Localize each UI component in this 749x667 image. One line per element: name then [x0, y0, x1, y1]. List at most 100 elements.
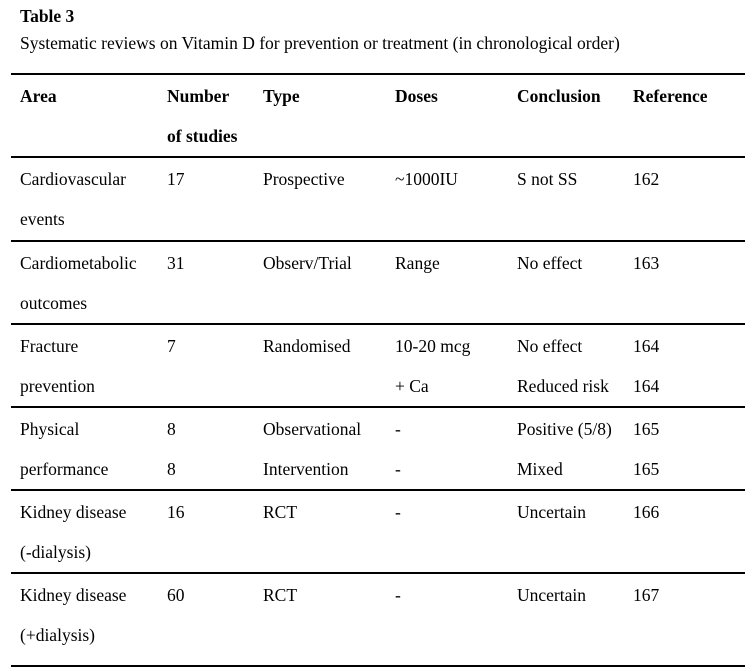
cell-number: 16	[167, 490, 263, 573]
cell-text: Cardiometabolic	[20, 253, 137, 273]
cell-text: outcomes	[20, 293, 88, 313]
cell-text	[395, 615, 517, 655]
cell-text	[633, 615, 745, 655]
cell-text	[167, 532, 263, 572]
header-row: Area Number of studies Type Doses Conclu…	[11, 74, 745, 157]
cell-number: 7	[167, 324, 263, 407]
cell-text: events	[20, 209, 65, 229]
header-label: of studies	[167, 126, 238, 146]
cell-text	[167, 615, 263, 655]
header-cell-conclusion: Conclusion	[517, 74, 633, 157]
cell-text: Intervention	[263, 459, 349, 479]
cell-number: 60	[167, 573, 263, 666]
cell-text: Physical	[20, 419, 80, 439]
cell-text: Cardiovascular	[20, 169, 126, 189]
table-row: Cardiometabolic outcomes 31 Observ/Trial…	[11, 241, 745, 324]
cell-doses: -	[395, 490, 517, 573]
cell-type: Observational Intervention	[263, 407, 395, 490]
header-cell-number-of-studies: Number of studies	[167, 74, 263, 157]
table-row: Physical performance 8 8 Observational I…	[11, 407, 745, 490]
cell-text: 163	[633, 253, 660, 273]
cell-text: 8	[167, 419, 176, 439]
table-caption: Table 3 Systematic reviews on Vitamin D …	[20, 3, 620, 57]
table-row: Fracture prevention 7 Randomised 10-20 m…	[11, 324, 745, 407]
cell-text: 10-20 mcg	[395, 336, 471, 356]
cell-type: Randomised	[263, 324, 395, 407]
cell-text	[263, 283, 395, 323]
header-cell-doses: Doses	[395, 74, 517, 157]
cell-text: -	[395, 502, 401, 522]
cell-reference: 165 165	[633, 407, 745, 490]
cell-text: No effect	[517, 336, 583, 356]
cell-text: No effect	[517, 253, 583, 273]
cell-text	[517, 615, 633, 655]
cell-text	[395, 532, 517, 572]
cell-text: 17	[167, 169, 185, 189]
cell-number: 8 8	[167, 407, 263, 490]
cell-text	[263, 532, 395, 572]
cell-type: Prospective	[263, 157, 395, 241]
cell-text: 164	[633, 376, 660, 396]
cell-text	[517, 532, 633, 572]
cell-text: S not SS	[517, 169, 578, 189]
paper-page: { "page": { "title": "Table 3", "subtitl…	[11, 3, 745, 666]
header-label	[395, 116, 517, 156]
cell-text	[517, 199, 633, 239]
cell-type: RCT	[263, 490, 395, 573]
header-label: Conclusion	[517, 86, 601, 106]
cell-reference: 163	[633, 241, 745, 324]
cell-type: RCT	[263, 573, 395, 666]
cell-text: 8	[167, 459, 176, 479]
cell-text	[167, 199, 263, 239]
cell-text: prevention	[20, 376, 95, 396]
cell-text: RCT	[263, 585, 298, 605]
cell-text: Prospective	[263, 169, 345, 189]
systematic-reviews-table: Area Number of studies Type Doses Conclu…	[11, 73, 745, 667]
cell-reference: 166	[633, 490, 745, 573]
cell-text	[517, 283, 633, 323]
header-label	[20, 116, 167, 156]
cell-area: Kidney disease (+dialysis)	[11, 573, 167, 666]
cell-conclusion: S not SS	[517, 157, 633, 241]
header-cell-reference: Reference	[633, 74, 745, 157]
cell-conclusion: No effect Reduced risk	[517, 324, 633, 407]
cell-text	[395, 283, 517, 323]
cell-text: 166	[633, 502, 660, 522]
cell-text: 31	[167, 253, 185, 273]
cell-text: 167	[633, 585, 660, 605]
cell-text: Fracture	[20, 336, 79, 356]
cell-text: -	[395, 419, 401, 439]
cell-text: 165	[633, 419, 660, 439]
table-row: Kidney disease (+dialysis) 60 RCT - Unce…	[11, 573, 745, 666]
cell-text: (-dialysis)	[20, 542, 91, 562]
cell-text: performance	[20, 459, 109, 479]
cell-doses: -	[395, 573, 517, 666]
cell-doses: - -	[395, 407, 517, 490]
table-description: Systematic reviews on Vitamin D for prev…	[20, 33, 620, 53]
header-label: Doses	[395, 86, 438, 106]
cell-text: Observ/Trial	[263, 253, 352, 273]
cell-text	[633, 283, 745, 323]
cell-text	[263, 366, 395, 406]
cell-text: -	[395, 459, 401, 479]
cell-text: Randomised	[263, 336, 351, 356]
cell-text: Positive (5/8)	[517, 419, 612, 439]
cell-text: Range	[395, 253, 440, 273]
header-label: Number	[167, 86, 230, 106]
cell-text: RCT	[263, 502, 298, 522]
cell-doses: Range	[395, 241, 517, 324]
cell-conclusion: No effect	[517, 241, 633, 324]
header-label: Area	[20, 86, 57, 106]
cell-area: Kidney disease (-dialysis)	[11, 490, 167, 573]
cell-text: Kidney disease	[20, 502, 127, 522]
cell-text: 16	[167, 502, 185, 522]
cell-number: 17	[167, 157, 263, 241]
cell-text	[633, 532, 745, 572]
header-label	[517, 116, 633, 156]
header-label: Type	[263, 86, 300, 106]
header-label	[263, 116, 395, 156]
cell-text: Uncertain	[517, 502, 586, 522]
table-number-title: Table 3	[20, 6, 75, 26]
cell-reference: 164 164	[633, 324, 745, 407]
cell-text: 162	[633, 169, 660, 189]
